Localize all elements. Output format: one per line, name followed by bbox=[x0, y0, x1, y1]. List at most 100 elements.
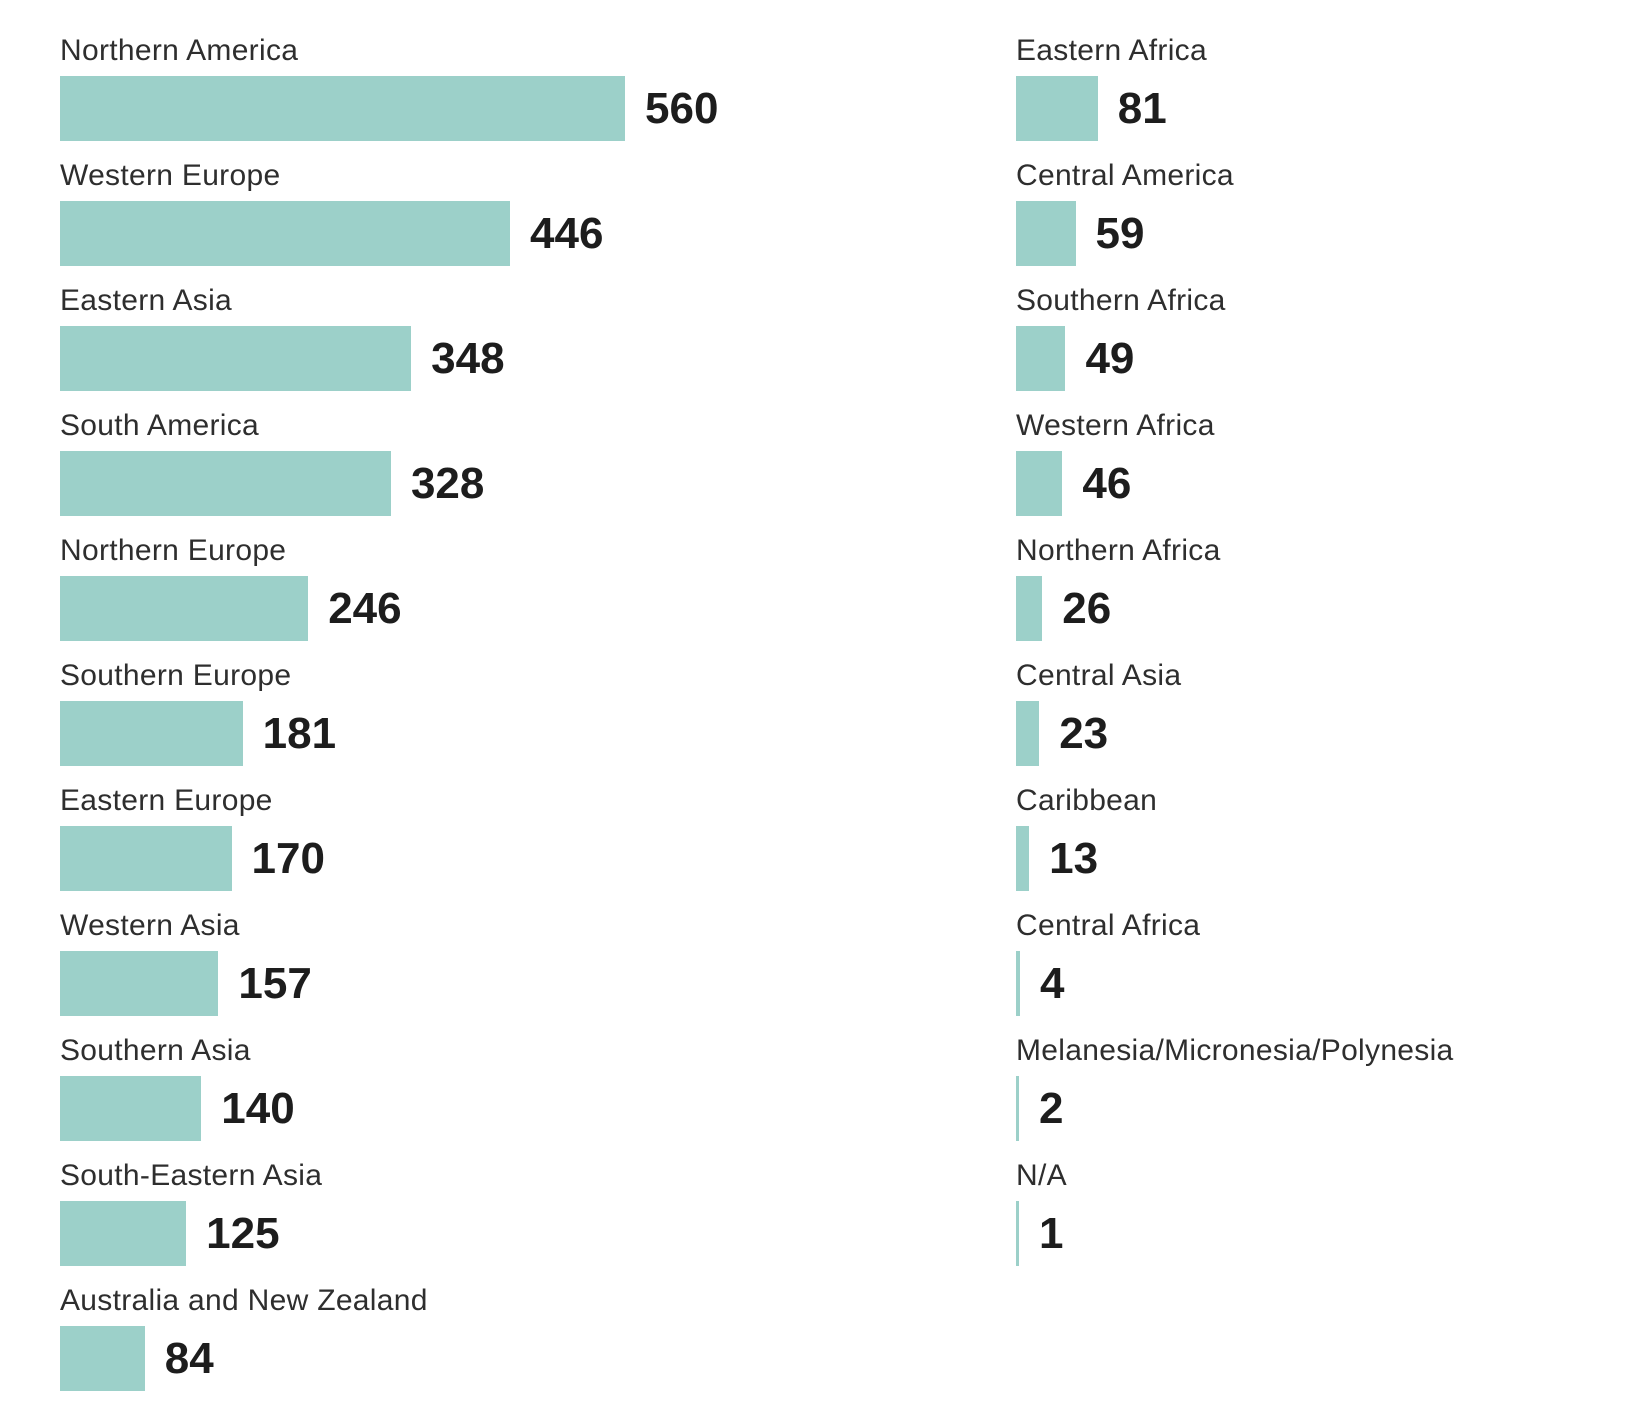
bar-label: Eastern Africa bbox=[1016, 34, 1207, 67]
bar-label: South-Eastern Asia bbox=[60, 1159, 323, 1192]
bar-label: N/A bbox=[1016, 1159, 1067, 1192]
bar-row: South America 328 bbox=[60, 410, 980, 535]
bar-label: Eastern Asia bbox=[60, 284, 233, 317]
bar bbox=[1016, 76, 1098, 141]
bar bbox=[60, 1326, 145, 1391]
bar bbox=[1016, 326, 1066, 391]
bar-value: 84 bbox=[164, 1333, 214, 1383]
bar-value: 2 bbox=[1039, 1083, 1064, 1133]
bar-line: 181 bbox=[60, 701, 980, 766]
bar-line: 140 bbox=[60, 1076, 980, 1141]
bar-value: 170 bbox=[251, 833, 325, 883]
bar bbox=[60, 76, 626, 141]
bar-line: 2 bbox=[1016, 1076, 1616, 1141]
bar-value: 328 bbox=[410, 458, 485, 508]
bar-label: Northern Africa bbox=[1016, 534, 1221, 567]
bar-line: 23 bbox=[1016, 701, 1616, 766]
bar-value: 49 bbox=[1085, 333, 1135, 383]
bar-value: 125 bbox=[206, 1208, 280, 1258]
bar-label: Central Africa bbox=[1016, 909, 1201, 942]
bar-row: Southern Asia 140 bbox=[60, 1035, 980, 1160]
bar-line: 1 bbox=[1016, 1201, 1616, 1266]
bar bbox=[60, 1076, 202, 1141]
bar-row: Western Africa 46 bbox=[1016, 410, 1616, 535]
bar-label: Western Asia bbox=[60, 909, 240, 942]
bar-value: 560 bbox=[645, 83, 719, 133]
bar bbox=[1016, 826, 1030, 891]
bar-line: 26 bbox=[1016, 576, 1616, 641]
bar-line: 560 bbox=[60, 76, 980, 141]
bar-line: 348 bbox=[60, 326, 980, 391]
bar-label: Northern Europe bbox=[60, 534, 287, 567]
bar-row: Northern Africa 26 bbox=[1016, 535, 1616, 660]
bar-line: 59 bbox=[1016, 201, 1616, 266]
chart-column-right: Eastern Africa 81 Central America 59 Sou… bbox=[1016, 35, 1616, 1285]
bar-line: 125 bbox=[60, 1201, 980, 1266]
bar-label: Western Europe bbox=[60, 159, 281, 192]
bar-label: Western Africa bbox=[1016, 409, 1215, 442]
bar-row: Southern Europe 181 bbox=[60, 660, 980, 785]
bar-value: 13 bbox=[1049, 833, 1099, 883]
chart-column-left: Northern America 560 Western Europe 446 … bbox=[60, 35, 980, 1410]
bar bbox=[60, 1201, 187, 1266]
bar bbox=[1016, 951, 1021, 1016]
bar-row: Western Europe 446 bbox=[60, 160, 980, 285]
bar-label: South America bbox=[60, 409, 260, 442]
bar-label: Northern America bbox=[60, 34, 299, 67]
bar-row: Melanesia/Micronesia/Polynesia 2 bbox=[1016, 1035, 1616, 1160]
bar-label: Central America bbox=[1016, 159, 1234, 192]
bar-row: Eastern Africa 81 bbox=[1016, 35, 1616, 160]
bar-line: 46 bbox=[1016, 451, 1616, 516]
bar-label: Southern Africa bbox=[1016, 284, 1226, 317]
bar-row: Central America 59 bbox=[1016, 160, 1616, 285]
bar-line: 84 bbox=[60, 1326, 980, 1391]
bar-line: 246 bbox=[60, 576, 980, 641]
bar-label: Australia and New Zealand bbox=[60, 1284, 428, 1317]
bar-value: 23 bbox=[1059, 708, 1109, 758]
bar-value: 59 bbox=[1095, 208, 1145, 258]
bar bbox=[60, 201, 510, 266]
bar-label: Eastern Europe bbox=[60, 784, 273, 817]
bar-line: 328 bbox=[60, 451, 980, 516]
bar-value: 446 bbox=[530, 208, 604, 258]
bar bbox=[60, 576, 309, 641]
bar-line: 81 bbox=[1016, 76, 1616, 141]
bar-row: Northern Europe 246 bbox=[60, 535, 980, 660]
bar-label: Southern Asia bbox=[60, 1034, 251, 1067]
bar-line: 13 bbox=[1016, 826, 1616, 891]
bar-line: 49 bbox=[1016, 326, 1616, 391]
bar-row: N/A 1 bbox=[1016, 1160, 1616, 1285]
bar-value: 140 bbox=[221, 1083, 295, 1133]
bar-line: 446 bbox=[60, 201, 980, 266]
bar-value: 246 bbox=[328, 583, 402, 633]
bar bbox=[60, 451, 391, 516]
bar-row: Western Asia 157 bbox=[60, 910, 980, 1035]
bar-value: 46 bbox=[1082, 458, 1132, 508]
bar-line: 157 bbox=[60, 951, 980, 1016]
bar bbox=[1016, 451, 1063, 516]
bar bbox=[60, 326, 412, 391]
bar-row: Eastern Europe 170 bbox=[60, 785, 980, 910]
bar-label: Caribbean bbox=[1016, 784, 1158, 817]
bar bbox=[1016, 1201, 1019, 1266]
bar bbox=[60, 951, 219, 1016]
bar-line: 170 bbox=[60, 826, 980, 891]
bar-row: Australia and New Zealand 84 bbox=[60, 1285, 980, 1410]
bar-row: Caribbean 13 bbox=[1016, 785, 1616, 910]
bar-value: 157 bbox=[238, 958, 312, 1008]
bar-line: 4 bbox=[1016, 951, 1616, 1016]
bar-row: Central Asia 23 bbox=[1016, 660, 1616, 785]
bar-value: 181 bbox=[262, 708, 337, 758]
bar bbox=[1016, 1076, 1019, 1141]
bar-value: 4 bbox=[1040, 958, 1065, 1008]
bar-row: Eastern Asia 348 bbox=[60, 285, 980, 410]
bar-value: 348 bbox=[431, 333, 505, 383]
bar-row: Southern Africa 49 bbox=[1016, 285, 1616, 410]
bar-label: Central Asia bbox=[1016, 659, 1182, 692]
bar bbox=[1016, 201, 1076, 266]
bar bbox=[60, 701, 243, 766]
bar bbox=[60, 826, 232, 891]
bar bbox=[1016, 701, 1040, 766]
bar-value: 81 bbox=[1117, 83, 1167, 133]
